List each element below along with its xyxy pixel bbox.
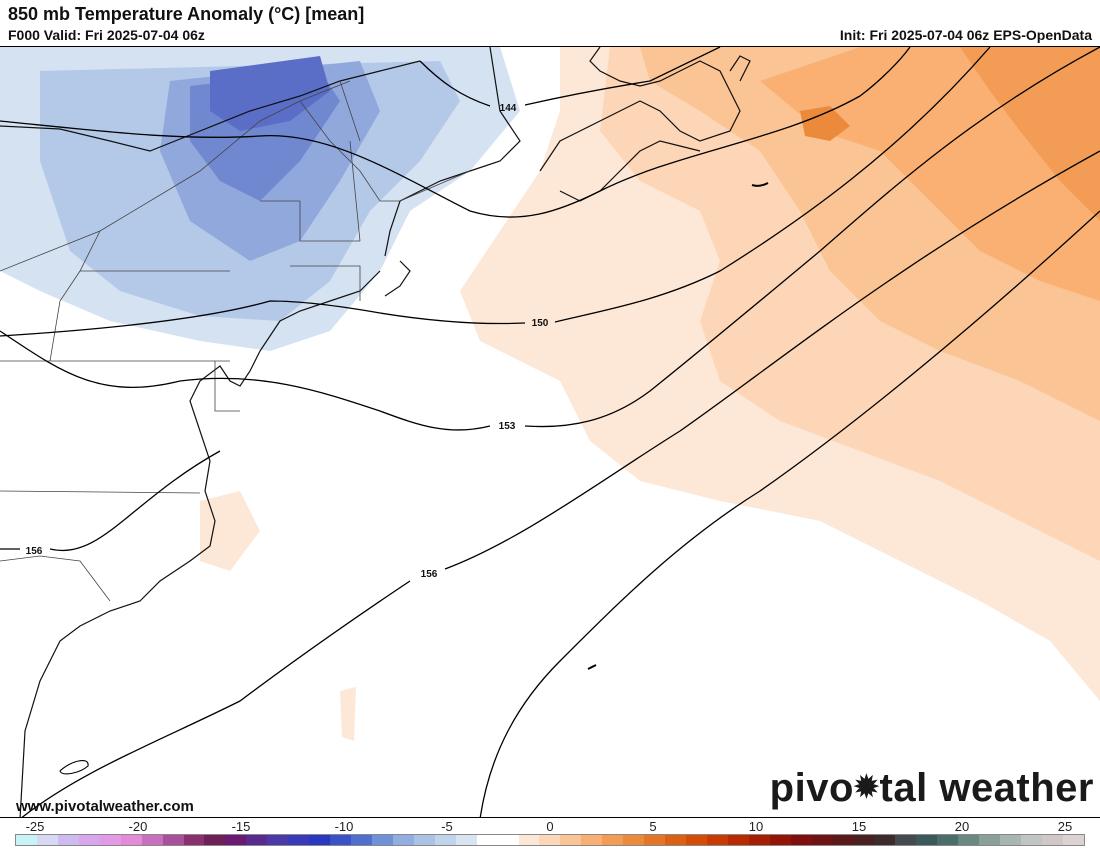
colorbar-swatch [958, 835, 980, 845]
colorbar: -25 -20 -15 -10 -5 0 5 10 15 20 25 [0, 818, 1100, 850]
colorbar-swatch [267, 835, 289, 845]
coastline [0, 47, 751, 817]
colorbar-swatch [769, 835, 791, 845]
colorbar-swatch [1000, 835, 1021, 845]
contour-label: 153 [499, 421, 516, 432]
colorbar-tick-label: 10 [748, 819, 764, 834]
warm-anomaly-region [960, 47, 1100, 221]
colorbar-tick-label: 15 [851, 819, 867, 834]
political-borders [0, 80, 471, 602]
colorbar-swatch [141, 835, 163, 845]
colorbar-swatch [727, 835, 749, 845]
colorbar-swatch [455, 835, 477, 845]
colorbar-swatch [518, 835, 540, 845]
colorbar-swatch [288, 835, 310, 845]
brand-right: tal weather [879, 766, 1094, 810]
gear-icon: ✹ [853, 771, 880, 804]
colorbar-swatch [560, 835, 582, 845]
colorbar-tick-label: 5 [649, 819, 657, 834]
colorbar-tick-label: -20 [128, 819, 148, 834]
colorbar-swatch [371, 835, 393, 845]
colorbar-swatch [853, 835, 875, 845]
height-contour-144 [0, 47, 911, 218]
colorbar-swatch [895, 835, 917, 845]
colorbar-swatch [874, 835, 896, 845]
colorbar-tick-label: -5 [441, 819, 453, 834]
colorbar-swatch [183, 835, 205, 845]
height-contour-159 [59, 760, 89, 775]
brand-left: pivo [769, 766, 854, 810]
colorbar-swatch [36, 835, 58, 845]
colorbar-tick-label: -15 [231, 819, 251, 834]
contour-label: 144 [500, 103, 517, 114]
valid-time: F000 Valid: Fri 2025-07-04 06z [8, 27, 205, 43]
contour-label: 156 [26, 546, 43, 557]
colorbar-swatch [78, 835, 100, 845]
colorbar-swatch [351, 835, 372, 845]
colorbar-swatch [790, 835, 812, 845]
pivotal-weather-logo: pivo✹tal weather [770, 766, 1094, 811]
colorbar-swatch [330, 835, 351, 845]
colorbar-tick-label: 25 [1057, 819, 1073, 834]
colorbar-swatch [706, 835, 728, 845]
colorbar-swatch [120, 835, 142, 845]
colorbar-swatch [1041, 835, 1063, 845]
colorbar-swatch [665, 835, 686, 845]
colorbar-swatch [916, 835, 938, 845]
colorbar-swatch [832, 835, 854, 845]
colorbar-swatch [748, 835, 770, 845]
contour-label: 156 [421, 569, 438, 580]
init-time: Init: Fri 2025-07-04 06z EPS-OpenData [839, 27, 1092, 43]
warm-anomaly-region [340, 687, 356, 741]
colorbar-tick-label: 20 [954, 819, 970, 834]
colorbar-swatch [979, 835, 1001, 845]
colorbar-swatch [476, 835, 498, 845]
height-contour-153 [0, 47, 1100, 431]
height-contour-156 [0, 150, 1100, 817]
colorbar-swatch [644, 835, 666, 845]
colorbar-swatch [57, 835, 79, 845]
colorbar-swatch [937, 835, 959, 845]
warm-anomaly-region [200, 491, 260, 571]
colorbar-ticks: -25 -20 -15 -10 -5 0 5 10 15 20 25 [0, 818, 1100, 834]
colorbar-swatch [811, 835, 833, 845]
colorbar-tick-label: -25 [25, 819, 45, 834]
colorbar-swatch [497, 835, 519, 845]
colorbar-swatch [225, 835, 247, 845]
header: 850 mb Temperature Anomaly (°C) [mean] F… [0, 0, 1100, 46]
colorbar-swatch [539, 835, 561, 845]
website-url: www.pivotalweather.com [16, 798, 194, 815]
colorbar-swatch [309, 835, 331, 845]
height-contour-144 [419, 47, 721, 107]
colorbar-swatch [392, 835, 414, 845]
colorbar-swatches [15, 834, 1085, 846]
cold-anomaly-region [210, 56, 330, 131]
colorbar-swatch [602, 835, 624, 845]
colorbar-swatch [246, 835, 268, 845]
colorbar-swatch [204, 835, 226, 845]
height-contour-150 [0, 47, 991, 337]
colorbar-swatch [1021, 835, 1042, 845]
map-canvas[interactable]: 144 150 153 156 156 [0, 46, 1100, 818]
colorbar-swatch [16, 835, 37, 845]
colorbar-swatch [434, 835, 456, 845]
colorbar-tick-label: -10 [334, 819, 354, 834]
height-contour-156 [479, 210, 1100, 817]
contour-label: 150 [532, 318, 549, 329]
colorbar-swatch [581, 835, 603, 845]
colorbar-swatch [623, 835, 645, 845]
colorbar-swatch [162, 835, 184, 845]
map-title: 850 mb Temperature Anomaly (°C) [mean] [8, 4, 365, 24]
anomaly-map: 144 150 153 156 156 [0, 47, 1100, 817]
island [587, 182, 769, 670]
colorbar-swatch [99, 835, 121, 845]
colorbar-swatch [413, 835, 435, 845]
warm-anomaly-region [800, 106, 850, 141]
colorbar-swatch [686, 835, 707, 845]
colorbar-swatch [1062, 835, 1084, 845]
colorbar-tick-label: 0 [546, 819, 554, 834]
